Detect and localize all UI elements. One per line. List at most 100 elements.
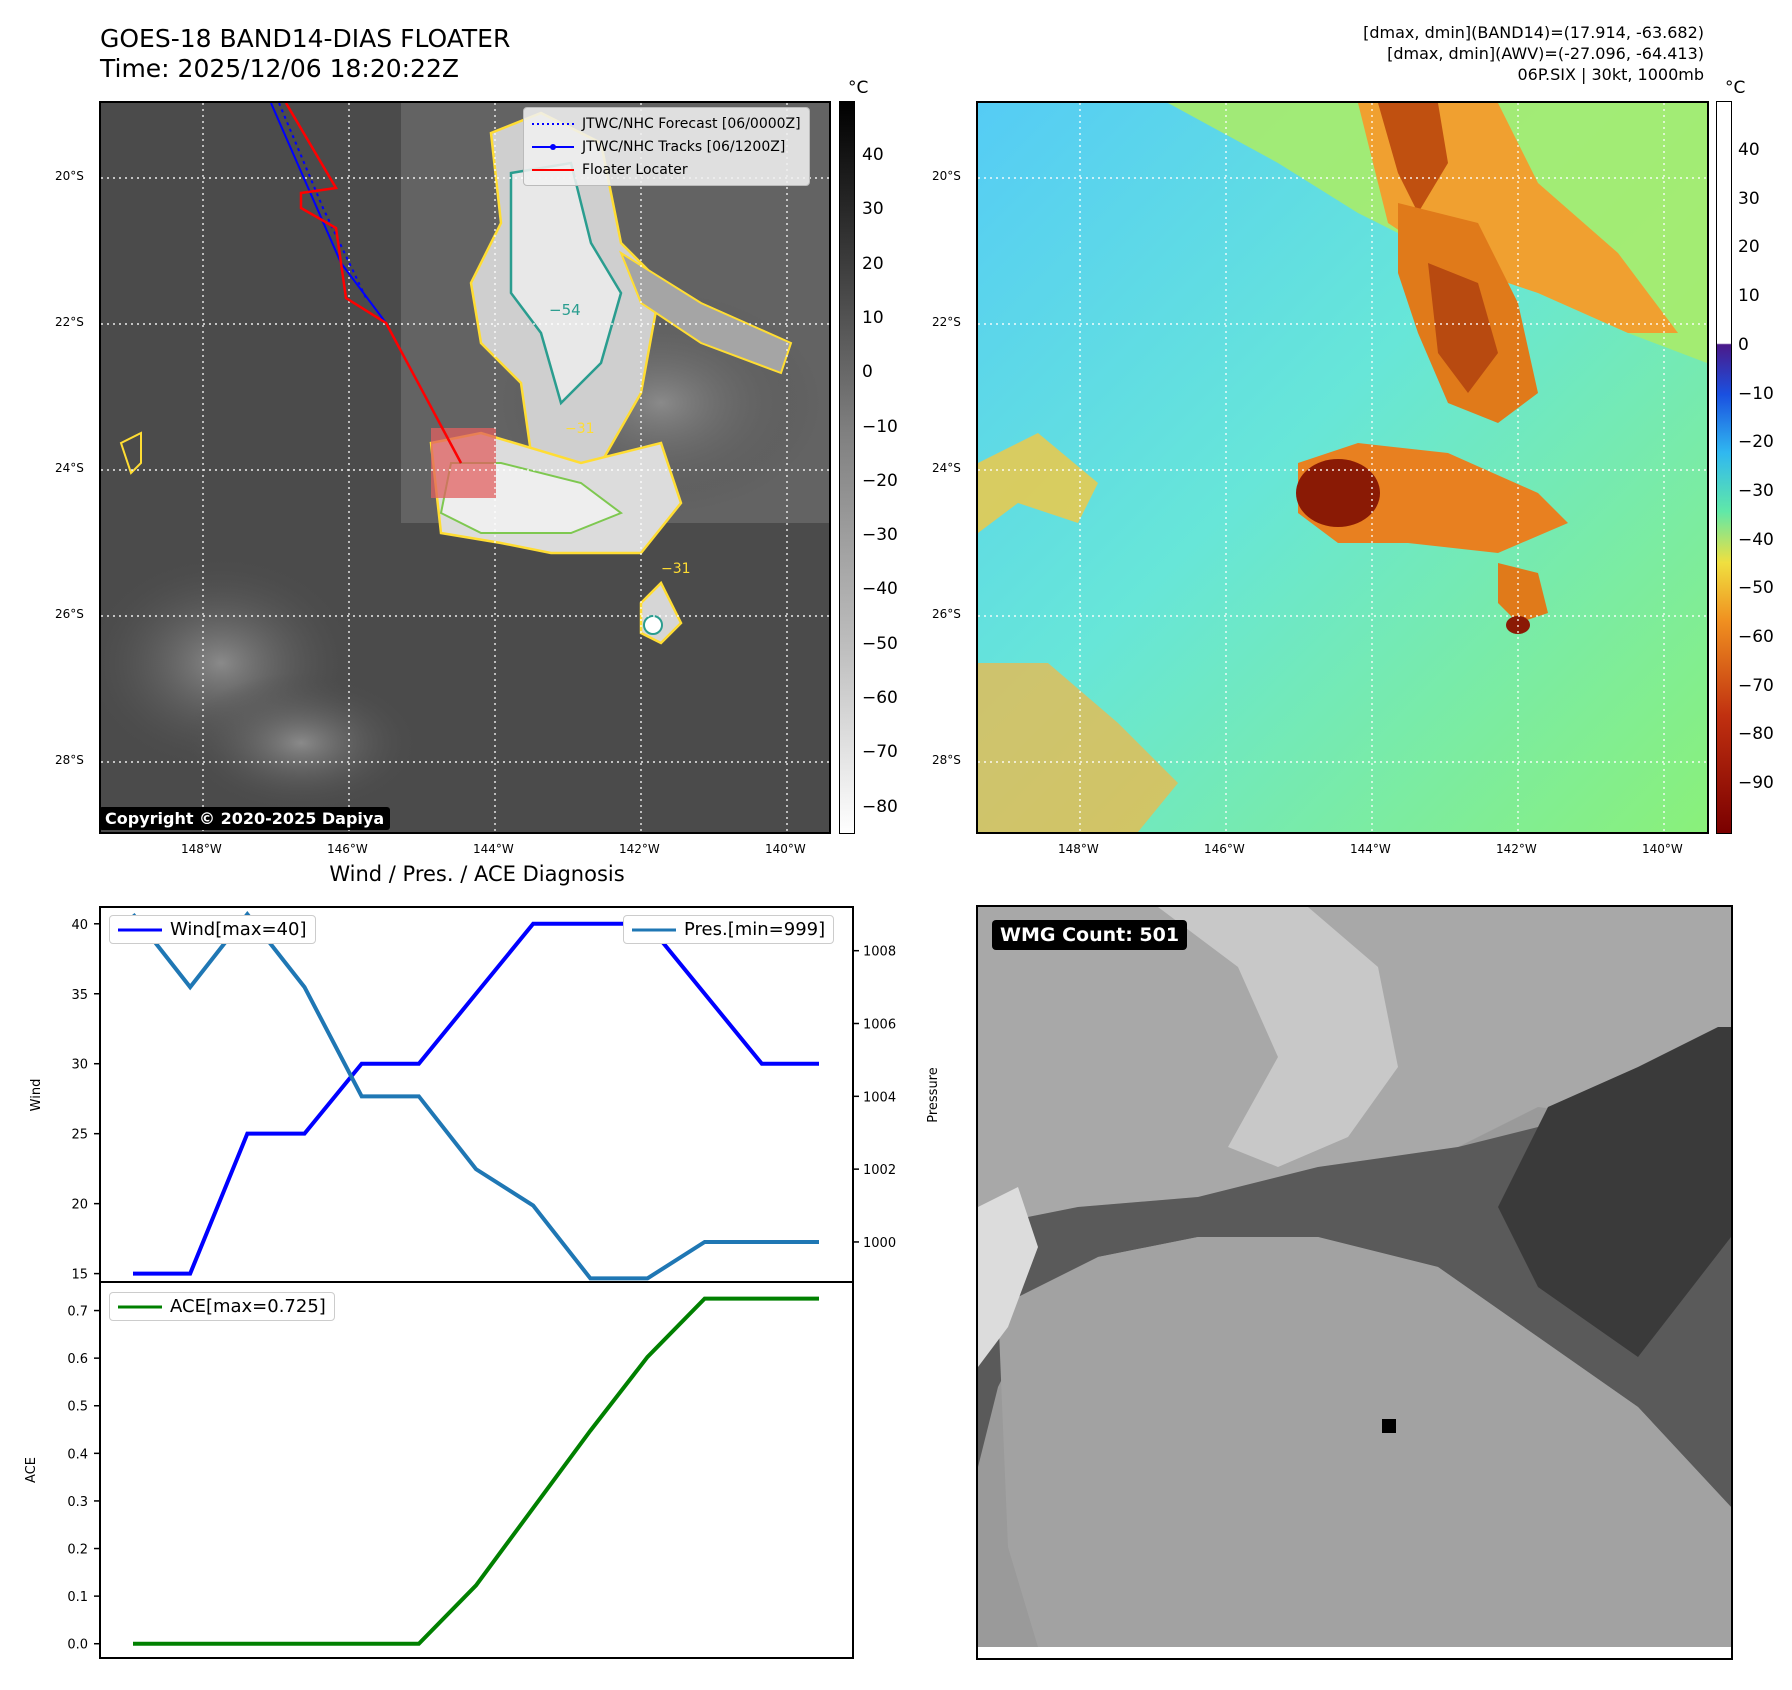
col-lat-label-0: 20°S [932,169,961,183]
wind-line-icon [118,928,162,931]
pres-legend-label: Pres.[min=999] [684,919,826,940]
color-colorbar-tick-8: −40 [1738,529,1774,550]
diagnosis-title: Wind / Pres. / ACE Diagnosis [329,862,625,886]
ir-lon-label-3: 142°W [619,842,660,856]
color-colorbar-tick-6: −20 [1738,432,1774,453]
info-line-2: [dmax, dmin](AWV)=(-27.096, -64.413) [1387,44,1704,63]
ace-line-icon [118,1305,162,1308]
legend-tracks-label: JTWC/NHC Tracks [06/1200Z] [582,138,786,155]
copyright-badge: Copyright © 2020-2025 Dapiya [99,807,391,830]
ir-colorbar-tick-11: −70 [862,742,898,763]
ir-lon-label-0: 148°W [181,842,222,856]
pres-line-icon [632,928,676,931]
pres-legend: Pres.[min=999] [623,915,835,944]
col-lat-label-1: 22°S [932,315,961,329]
center-marker [1382,1419,1396,1433]
pressure-line [131,911,819,1281]
ace-legend-label: ACE[max=0.725] [170,1296,326,1317]
ir-colorbar-tick-4: 0 [862,362,873,383]
ir-colorbar-tick-9: −50 [862,633,898,654]
legend-forecast: JTWC/NHC Forecast [06/0000Z] [532,112,801,135]
color-image-panel [976,101,1709,834]
color-colorbar-tick-1: 30 [1738,188,1760,209]
ace-tick-label-5: 0.5 [67,1400,88,1415]
ace-legend: ACE[max=0.725] [109,1292,335,1321]
contour-label-3: −31 [661,561,691,577]
legend-floater-label: Floater Locater [582,161,688,178]
color-colorbar-tick-7: −30 [1738,480,1774,501]
pres-tick-label-0: 1000 [863,1236,896,1251]
col-lon-label-1: 146°W [1204,842,1245,856]
legend-tracks: JTWC/NHC Tracks [06/1200Z] [532,135,801,158]
col-lat-label-2: 24°S [932,461,961,475]
ace-tick-label-7: 0.7 [67,1305,88,1320]
color-colorbar-tick-5: −10 [1738,383,1774,404]
col-lon-label-3: 142°W [1496,842,1537,856]
ir-colorbar-tick-1: 30 [862,199,884,220]
ace-line [133,1296,819,1646]
wmg-map [978,907,1731,1658]
wind-tick-label-4: 35 [71,988,88,1003]
title-line-2: Time: 2025/12/06 18:20:22Z [100,54,459,83]
color-map [978,103,1707,832]
info-line-1: [dmax, dmin](BAND14)=(17.914, -63.682) [1363,23,1704,42]
ir-lon-label-1: 146°W [327,842,368,856]
col-lon-label-0: 148°W [1058,842,1099,856]
ace-tick-label-0: 0.0 [67,1638,88,1653]
stats-info: [dmax, dmin](BAND14)=(17.914, -63.682) [… [1363,22,1704,85]
ir-colorbar-tick-10: −60 [862,688,898,708]
ir-colorbar-tick-5: −10 [862,416,898,437]
color-colorbar-tick-4: 0 [1738,334,1749,355]
ir-lat-label-4: 28°S [55,753,84,767]
contour-label-2: −31 [565,421,595,437]
ir-colorbar-tick-8: −40 [862,579,898,600]
pres-tick-label-3: 1006 [863,1018,896,1033]
ace-tick-label-1: 0.1 [67,1590,88,1605]
color-colorbar-tick-11: −70 [1738,675,1774,696]
wmg-panel [976,905,1733,1660]
col-lon-label-2: 144°W [1350,842,1391,856]
ir-lon-label-2: 144°W [473,842,514,856]
contour-label-1: −54 [549,301,581,319]
ir-colorbar-tick-2: 20 [862,253,884,274]
color-colorbar-tick-3: 10 [1738,286,1760,307]
wind-tick-label-5: 40 [71,918,88,933]
wind-tick-label-1: 20 [71,1198,88,1213]
solid-line-icon [532,163,574,177]
ir-colorbar-tick-3: 10 [862,307,884,328]
info-line-3: 06P.SIX | 30kt, 1000mb [1517,65,1704,84]
wind-tick-label-3: 30 [71,1058,88,1073]
ir-colorbar-tick-0: 40 [862,145,884,165]
ir-colorbar-tick-6: −20 [862,470,898,491]
title-line-1: GOES-18 BAND14-DIAS FLOATER [100,24,511,53]
figure-title: GOES-18 BAND14-DIAS FLOATER Time: 2025/1… [100,24,510,84]
ace-tick-label-6: 0.6 [67,1352,88,1367]
ir-lat-label-3: 26°S [55,607,84,621]
color-colorbar-tick-10: −60 [1738,627,1774,647]
color-colorbar-tick-0: 40 [1738,140,1760,160]
color-colorbar [1716,101,1732,834]
color-colorbar-tick-2: 20 [1738,237,1760,258]
ir-colorbar-tick-7: −30 [862,525,898,546]
ir-image-panel: −54 −31 −31 JTWC/NHC Forecast [06/0000Z]… [99,101,831,834]
wind-axis-label: Wind [29,1079,44,1112]
legend-floater: Floater Locater [532,158,801,181]
ace-axis-label: ACE [24,1457,39,1483]
color-colorbar-unit: °C [1725,78,1746,98]
pres-tick-label-4: 1008 [863,945,896,960]
pres-tick-label-2: 1004 [863,1090,896,1105]
pressure-axis-label: Pressure [926,1067,941,1123]
ace-tick-label-2: 0.2 [67,1543,88,1558]
ir-lon-label-4: 140°W [765,842,806,856]
legend-forecast-label: JTWC/NHC Forecast [06/0000Z] [582,115,801,132]
col-lat-label-4: 28°S [932,753,961,767]
ace-tick-label-4: 0.4 [67,1447,88,1462]
pres-tick-label-1: 1002 [863,1163,896,1178]
col-lon-label-4: 140°W [1642,842,1683,856]
color-colorbar-tick-13: −90 [1738,773,1774,794]
wind-line [133,921,819,1276]
wind-tick-label-2: 25 [71,1128,88,1143]
wind-tick-label-0: 15 [71,1268,88,1283]
ir-lat-label-1: 22°S [55,315,84,329]
